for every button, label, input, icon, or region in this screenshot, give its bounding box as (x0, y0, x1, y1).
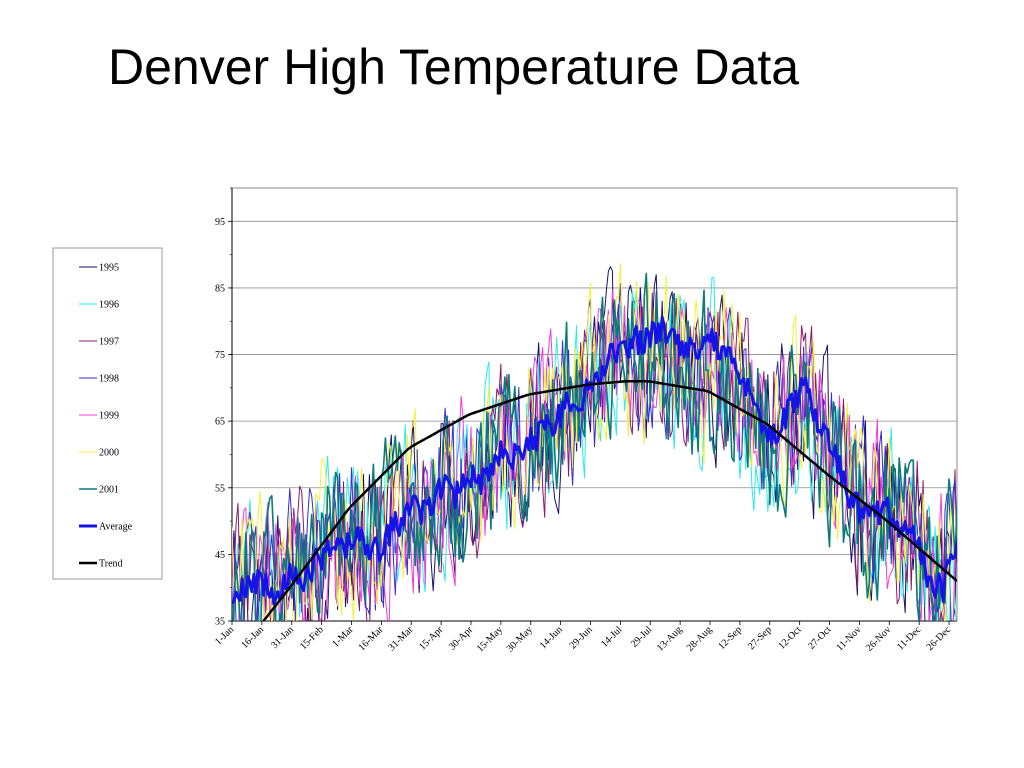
legend-label-1999: 1999 (99, 411, 119, 422)
y-tick-label: 35 (215, 617, 225, 628)
legend-label-Trend: Trend (99, 559, 123, 570)
y-tick-label: 95 (215, 217, 225, 228)
x-tick-label: 31-Jan (269, 624, 296, 651)
legend-label-Average: Average (99, 522, 133, 533)
x-tick-label: 14-Jun (538, 624, 565, 651)
x-tick-label: 27-Sep (746, 624, 774, 652)
legend-label-1995: 1995 (99, 263, 119, 274)
x-tick-label: 15-Feb (298, 624, 326, 652)
y-tick-label: 75 (215, 350, 225, 361)
y-tick-label: 85 (215, 283, 225, 294)
x-tick-label: 15-May (475, 624, 505, 654)
x-tick-label: 28-Aug (685, 624, 714, 653)
x-tick-label: 26-Nov (864, 624, 893, 653)
legend-box (52, 247, 163, 580)
x-tick-label: 12-Sep (716, 624, 744, 652)
y-tick-label: 55 (215, 483, 225, 494)
x-tick-label: 11-Dec (895, 624, 924, 653)
legend-label-1996: 1996 (99, 300, 119, 311)
legend-label-2001: 2001 (99, 485, 119, 496)
y-tick-label: 65 (215, 417, 225, 428)
y-tick-label: 45 (215, 550, 225, 561)
series-line-2000 (232, 263, 957, 621)
series-layer (232, 263, 957, 621)
series-line-Average (232, 315, 957, 606)
x-tick-label: 30-Apr (447, 624, 476, 653)
chart-legend: 1995 1996 1997 1998 1999 2000 2001 Average Trend (52, 247, 163, 580)
legend-label-1998: 1998 (99, 374, 119, 385)
x-tick-label: 29-Jul (629, 624, 655, 650)
series-line-2001 (232, 272, 957, 621)
x-tick-label: 13-Aug (655, 624, 684, 653)
legend-label-2000: 2000 (99, 448, 119, 459)
legend-label-1997: 1997 (99, 337, 119, 348)
x-tick-label: 1-Jan (213, 624, 236, 647)
x-tick-label: 11-Nov (834, 624, 863, 653)
x-tick-label: 12-Oct (776, 624, 804, 652)
x-tick-label: 30-May (505, 624, 535, 654)
x-tick-label: 16-Jan (239, 624, 266, 651)
x-tick-label: 26-Dec (925, 624, 954, 653)
x-tick-label: 29-Jun (568, 624, 595, 651)
slide-title: Denver High Temperature Data (108, 39, 800, 95)
x-tick-label: 31-Mar (386, 624, 415, 653)
x-tick-label: 14-Jul (599, 624, 625, 650)
x-tick-label: 15-Apr (417, 624, 446, 653)
x-tick-label: 1-Mar (330, 624, 356, 650)
series-line-Trend (261, 379, 957, 621)
x-tick-label: 27-Oct (806, 624, 834, 652)
plot-area: 35 45 55 65 75 85 95 1-Jan 16-Jan 31-Jan 15-Feb 1-M… (213, 187, 958, 655)
x-tick-label: 16-Mar (357, 624, 386, 653)
